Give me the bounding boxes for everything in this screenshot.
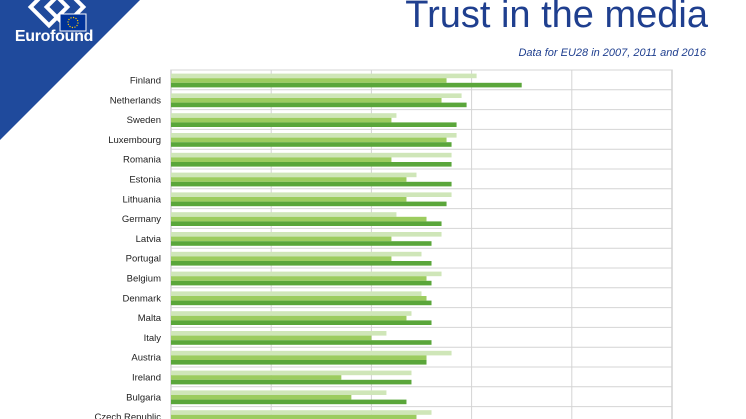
bar-2011 (171, 414, 417, 419)
bar-2016 (171, 379, 412, 385)
bar-2007 (171, 113, 397, 118)
bar-2016 (171, 102, 467, 108)
bar-2011 (171, 216, 427, 222)
bar-2011 (171, 117, 392, 123)
category-label: Bulgaria (126, 392, 162, 403)
bar-2007 (171, 291, 422, 296)
category-label: Malta (138, 313, 162, 324)
category-label: Estonia (129, 175, 161, 186)
bar-2007 (171, 212, 397, 217)
logo-text: Eurofound (14, 28, 94, 45)
category-label: Lithuania (122, 194, 161, 205)
bar-2016 (171, 181, 452, 187)
bar-2016 (171, 340, 432, 345)
bar-2007 (171, 311, 412, 316)
category-label: Czech Republic (94, 412, 161, 419)
bar-2007 (171, 192, 452, 197)
bar-2016 (171, 280, 432, 286)
bar-2007 (171, 172, 417, 178)
bar-2007 (171, 410, 432, 415)
bar-2011 (171, 355, 427, 360)
category-label: Ireland (132, 373, 161, 384)
eu-flag-icon (59, 13, 87, 32)
category-label: Germany (122, 214, 161, 225)
category-label: Austria (131, 353, 161, 364)
bar-2007 (171, 232, 442, 237)
category-label: Sweden (127, 115, 161, 126)
category-label: Netherlands (110, 95, 161, 106)
category-label: Denmark (122, 293, 161, 304)
bar-2016 (171, 122, 457, 127)
category-label: Italy (144, 333, 162, 344)
bar-2007 (171, 271, 442, 277)
bar-2007 (171, 152, 452, 158)
bar-2011 (171, 137, 447, 143)
bar-2007 (171, 331, 387, 336)
bar-2016 (171, 162, 452, 167)
bar-2016 (171, 142, 452, 147)
bar-2011 (171, 315, 407, 321)
bar-2016 (171, 221, 442, 226)
category-label: Portugal (126, 254, 161, 265)
category-label: Belgium (127, 274, 161, 285)
bar-2007 (171, 370, 412, 376)
eurofound-logo (0, 0, 140, 140)
bar-2016 (171, 241, 432, 246)
bar-2007 (171, 93, 462, 98)
bar-2007 (171, 390, 387, 395)
bar-2011 (171, 276, 427, 281)
bar-2011 (171, 256, 392, 261)
bar-2011 (171, 236, 392, 242)
bar-2011 (171, 98, 442, 103)
bar-2007 (171, 73, 477, 79)
bar-2016 (171, 320, 432, 325)
bar-2011 (171, 157, 392, 162)
bar-2011 (171, 335, 372, 341)
bar-2011 (171, 395, 352, 400)
bar-2016 (171, 261, 432, 266)
bar-2016 (171, 360, 427, 365)
bar-2007 (171, 133, 457, 138)
category-label: Romania (123, 155, 162, 166)
page-title: Trust in the media (405, 0, 708, 36)
bar-2011 (171, 296, 427, 301)
category-label: Latvia (136, 234, 162, 245)
bar-2016 (171, 300, 432, 306)
category-label: Luxembourg (108, 135, 161, 146)
bar-2016 (171, 82, 522, 88)
chart-subtitle: Data for EU28 in 2007, 2011 and 2016 (518, 47, 706, 59)
bar-2011 (171, 177, 407, 182)
bar-2011 (171, 375, 342, 380)
bar-2011 (171, 197, 407, 202)
bar-2011 (171, 78, 447, 83)
bar-2016 (171, 201, 447, 207)
logo-corner-background (0, 0, 140, 140)
category-label: Finland (130, 76, 161, 87)
bar-2007 (171, 251, 422, 257)
bar-2007 (171, 350, 452, 356)
bar-2016 (171, 399, 407, 405)
